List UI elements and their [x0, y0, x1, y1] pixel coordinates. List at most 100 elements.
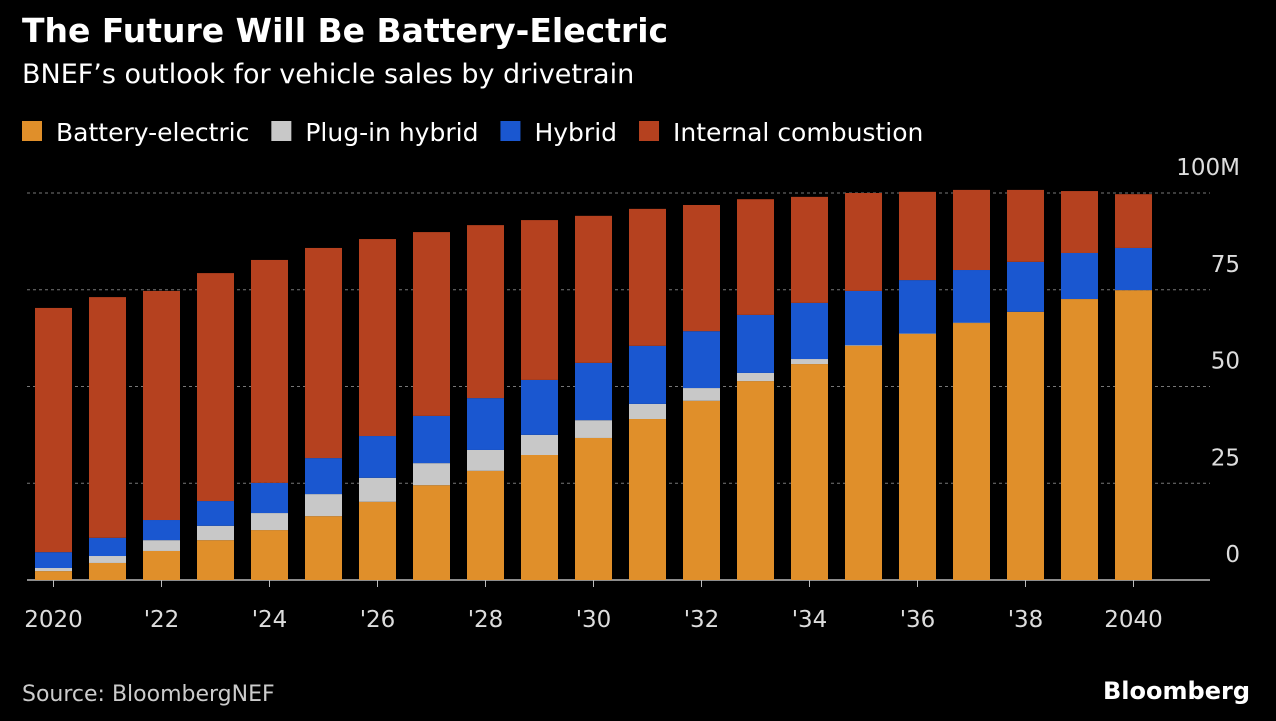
- bar-segment: [953, 323, 990, 580]
- bar-segment: [251, 530, 288, 580]
- bar-segment: [1115, 194, 1152, 248]
- bar-segment: [1007, 261, 1044, 312]
- bar-segment: [845, 290, 882, 346]
- bar-segment: [521, 220, 558, 380]
- bar-segment: [683, 388, 720, 401]
- bar-segment: [197, 525, 234, 541]
- bar-segment: [899, 280, 936, 334]
- bar-segment: [683, 204, 720, 332]
- bar-segment: [575, 362, 612, 421]
- bar-segment: [35, 307, 72, 553]
- bar-segment: [359, 239, 396, 437]
- legend-swatch: [500, 121, 521, 141]
- bar-segment: [521, 434, 558, 455]
- bar-segment: [629, 419, 666, 580]
- bar-segment: [1061, 191, 1098, 253]
- x-tick-label: '24: [252, 607, 288, 633]
- bar-segment: [683, 331, 720, 389]
- bar-segment: [359, 477, 396, 502]
- y-tick-label: 0: [1225, 542, 1240, 568]
- bar-segment: [251, 513, 288, 531]
- bar-segment: [575, 215, 612, 363]
- bar-segment: [737, 314, 774, 373]
- bar-segment: [197, 501, 234, 526]
- y-tick-label: 25: [1211, 445, 1240, 471]
- bar-segment: [953, 270, 990, 323]
- bar-segment: [683, 400, 720, 580]
- bar-segment: [737, 381, 774, 580]
- bar-segment: [89, 537, 126, 557]
- bar-segment: [575, 420, 612, 438]
- bar-segment: [359, 501, 396, 580]
- legend-label: Plug-in hybrid: [305, 118, 478, 147]
- bar-segment: [467, 470, 504, 580]
- bar-segment: [413, 485, 450, 580]
- brand-logo: Bloomberg: [1103, 677, 1250, 705]
- x-tick-label: 2020: [24, 607, 83, 633]
- chart-title: The Future Will Be Battery-Electric: [22, 11, 668, 50]
- bar-segment: [1007, 311, 1044, 580]
- bar-segment: [305, 516, 342, 580]
- bar-segment: [791, 302, 828, 360]
- legend-swatch: [22, 121, 42, 141]
- bar-segment: [305, 494, 342, 517]
- bar-segment: [413, 232, 450, 416]
- bar-segment: [305, 247, 342, 459]
- y-tick-label: 75: [1211, 252, 1240, 278]
- x-tick-label: 2040: [1104, 607, 1163, 633]
- bar-segment: [737, 372, 774, 382]
- legend-label: Internal combustion: [673, 118, 923, 147]
- bar-segment: [629, 345, 666, 404]
- x-tick-label: '32: [684, 607, 720, 633]
- bar-segment: [89, 562, 126, 580]
- bar-segment: [467, 449, 504, 471]
- bar-segment: [521, 454, 558, 580]
- bar-segment: [1115, 247, 1152, 291]
- bar-segment: [845, 345, 882, 580]
- x-tick-label: '36: [900, 607, 936, 633]
- bar-segment: [35, 568, 72, 572]
- bar-segment: [899, 191, 936, 281]
- bar-segment: [143, 520, 180, 541]
- x-tick-label: '30: [576, 607, 612, 633]
- x-tick-label: '34: [792, 607, 828, 633]
- bar-segment: [143, 550, 180, 580]
- bar-segment: [629, 208, 666, 346]
- legend-swatch: [639, 121, 660, 141]
- bar-segment: [197, 540, 234, 580]
- bar-segment: [629, 403, 666, 420]
- legend-swatch: [271, 121, 292, 141]
- x-tick-label: '38: [1008, 607, 1044, 633]
- chart-subtitle: BNEF’s outlook for vehicle sales by driv…: [22, 59, 634, 90]
- bar-segment: [197, 273, 234, 502]
- bar-segment: [305, 458, 342, 495]
- bar-segment: [1061, 299, 1098, 580]
- bar-segment: [521, 379, 558, 435]
- bar-segment: [1061, 252, 1098, 300]
- bar-segment: [251, 259, 288, 483]
- bar-segment: [35, 552, 72, 569]
- y-tick-label: 100M: [1176, 155, 1240, 181]
- x-tick-label: '22: [144, 607, 180, 633]
- bar-segment: [845, 193, 882, 291]
- bar-segment: [413, 463, 450, 486]
- bar-segment: [467, 398, 504, 450]
- bar-segment: [737, 199, 774, 315]
- bar-segment: [899, 333, 936, 580]
- bar-segment: [845, 345, 882, 346]
- bar-segment: [35, 571, 72, 580]
- bar-segment: [251, 482, 288, 514]
- legend-label: Hybrid: [534, 118, 617, 147]
- bar-segment: [359, 436, 396, 478]
- bar-segment: [89, 556, 126, 563]
- bar-segment: [143, 290, 180, 521]
- bar-segment: [413, 415, 450, 464]
- bar-segment: [791, 364, 828, 580]
- x-tick-label: '26: [360, 607, 396, 633]
- bar-segment: [89, 297, 126, 538]
- bar-segment: [143, 540, 180, 551]
- x-tick-label: '28: [468, 607, 504, 633]
- bar-segment: [1007, 189, 1044, 262]
- bar-segment: [791, 359, 828, 365]
